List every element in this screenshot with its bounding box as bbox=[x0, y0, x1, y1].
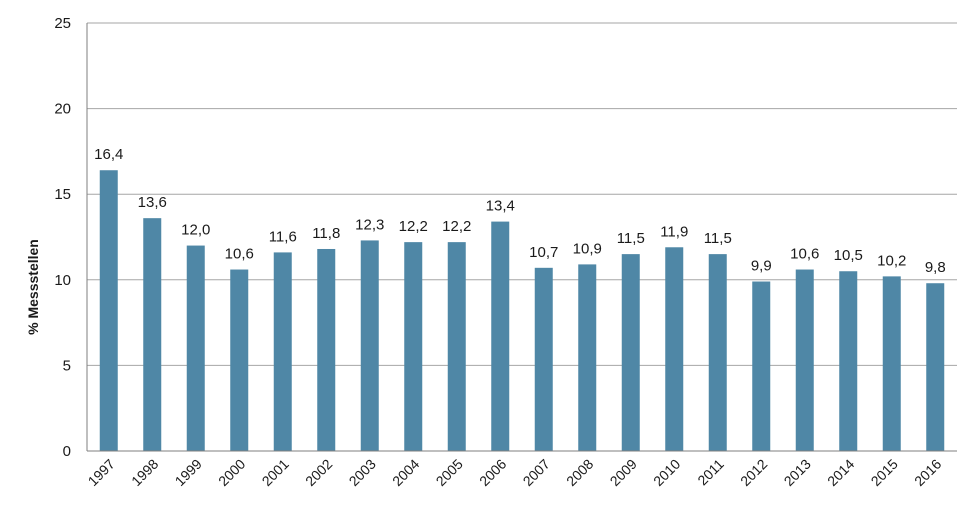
data-label: 10,6 bbox=[225, 246, 254, 263]
x-tick-label: 2007 bbox=[520, 456, 553, 489]
y-tick-label: 10 bbox=[54, 272, 71, 289]
x-tick-label: 2003 bbox=[346, 456, 379, 489]
bar bbox=[665, 247, 684, 451]
x-tick-label: 2005 bbox=[433, 456, 466, 489]
bar bbox=[578, 264, 597, 451]
x-tick-label: 2010 bbox=[650, 456, 683, 489]
gridlines bbox=[87, 22, 957, 366]
x-tick-label: 2008 bbox=[563, 456, 596, 489]
x-axis-ticks: 1997 1998 1999 2000 2001 2002 2003 2004 2005 2006… bbox=[85, 456, 945, 489]
bar bbox=[621, 254, 640, 451]
bar bbox=[143, 218, 162, 451]
x-tick-label: 2011 bbox=[694, 456, 727, 489]
bar bbox=[708, 254, 727, 451]
bar bbox=[882, 276, 901, 451]
y-tick-label: 20 bbox=[54, 101, 71, 118]
x-tick-label: 1998 bbox=[128, 456, 161, 489]
data-label: 9,8 bbox=[925, 259, 946, 276]
bar bbox=[534, 267, 553, 451]
data-label: 11,9 bbox=[660, 223, 688, 240]
bar bbox=[839, 271, 858, 451]
bar bbox=[317, 248, 336, 451]
x-tick-label: 2001 bbox=[259, 456, 292, 489]
bar bbox=[752, 281, 771, 451]
x-tick-label: 2002 bbox=[302, 456, 335, 489]
y-axis-ticks: 0 5 10 15 20 25 bbox=[54, 15, 71, 460]
data-label: 11,5 bbox=[617, 230, 645, 247]
data-label: 10,7 bbox=[529, 244, 558, 261]
bar bbox=[795, 269, 814, 451]
data-label: 9,9 bbox=[751, 258, 772, 275]
bar bbox=[491, 221, 510, 451]
data-label: 10,2 bbox=[877, 252, 906, 269]
bar bbox=[926, 283, 945, 451]
data-label: 10,9 bbox=[573, 240, 602, 257]
data-label: 12,2 bbox=[442, 218, 471, 235]
data-label: 16,4 bbox=[94, 146, 123, 163]
data-label: 10,6 bbox=[790, 246, 819, 263]
x-tick-label: 2012 bbox=[737, 456, 770, 489]
bar bbox=[230, 269, 249, 451]
y-tick-label: 0 bbox=[63, 443, 71, 460]
data-label: 11,6 bbox=[269, 228, 297, 245]
data-label: 13,4 bbox=[486, 198, 515, 215]
x-tick-label: 2009 bbox=[607, 456, 640, 489]
bar bbox=[447, 242, 466, 451]
bar bbox=[360, 240, 379, 451]
x-tick-label: 2014 bbox=[824, 456, 857, 489]
data-label: 13,6 bbox=[138, 194, 167, 211]
bar bbox=[404, 242, 423, 451]
y-tick-label: 5 bbox=[63, 357, 71, 374]
x-tick-label: 2004 bbox=[389, 456, 422, 489]
x-tick-label: 2013 bbox=[781, 456, 814, 489]
y-tick-label: 25 bbox=[54, 15, 71, 32]
data-label: 11,8 bbox=[312, 225, 340, 242]
data-label: 10,5 bbox=[834, 247, 863, 264]
y-tick-label: 15 bbox=[54, 186, 71, 203]
data-label: 11,5 bbox=[704, 230, 732, 247]
bars bbox=[99, 170, 945, 451]
bar bbox=[99, 170, 118, 451]
x-tick-label: 2016 bbox=[911, 456, 944, 489]
x-tick-label: 2000 bbox=[215, 456, 248, 489]
data-label: 12,3 bbox=[355, 216, 384, 233]
x-tick-label: 2015 bbox=[868, 456, 901, 489]
data-label: 12,2 bbox=[399, 218, 428, 235]
x-tick-label: 2006 bbox=[476, 456, 509, 489]
data-label: 12,0 bbox=[181, 222, 210, 239]
y-axis-label: % Messstellen bbox=[25, 239, 41, 335]
data-labels: 16,4 13,6 12,0 10,6 11,6 11,8 12,3 12,2 12,2 13,4… bbox=[94, 146, 946, 276]
bar bbox=[273, 252, 292, 451]
x-tick-label: 1997 bbox=[85, 456, 118, 489]
bar bbox=[186, 245, 205, 451]
x-tick-label: 1999 bbox=[172, 456, 205, 489]
